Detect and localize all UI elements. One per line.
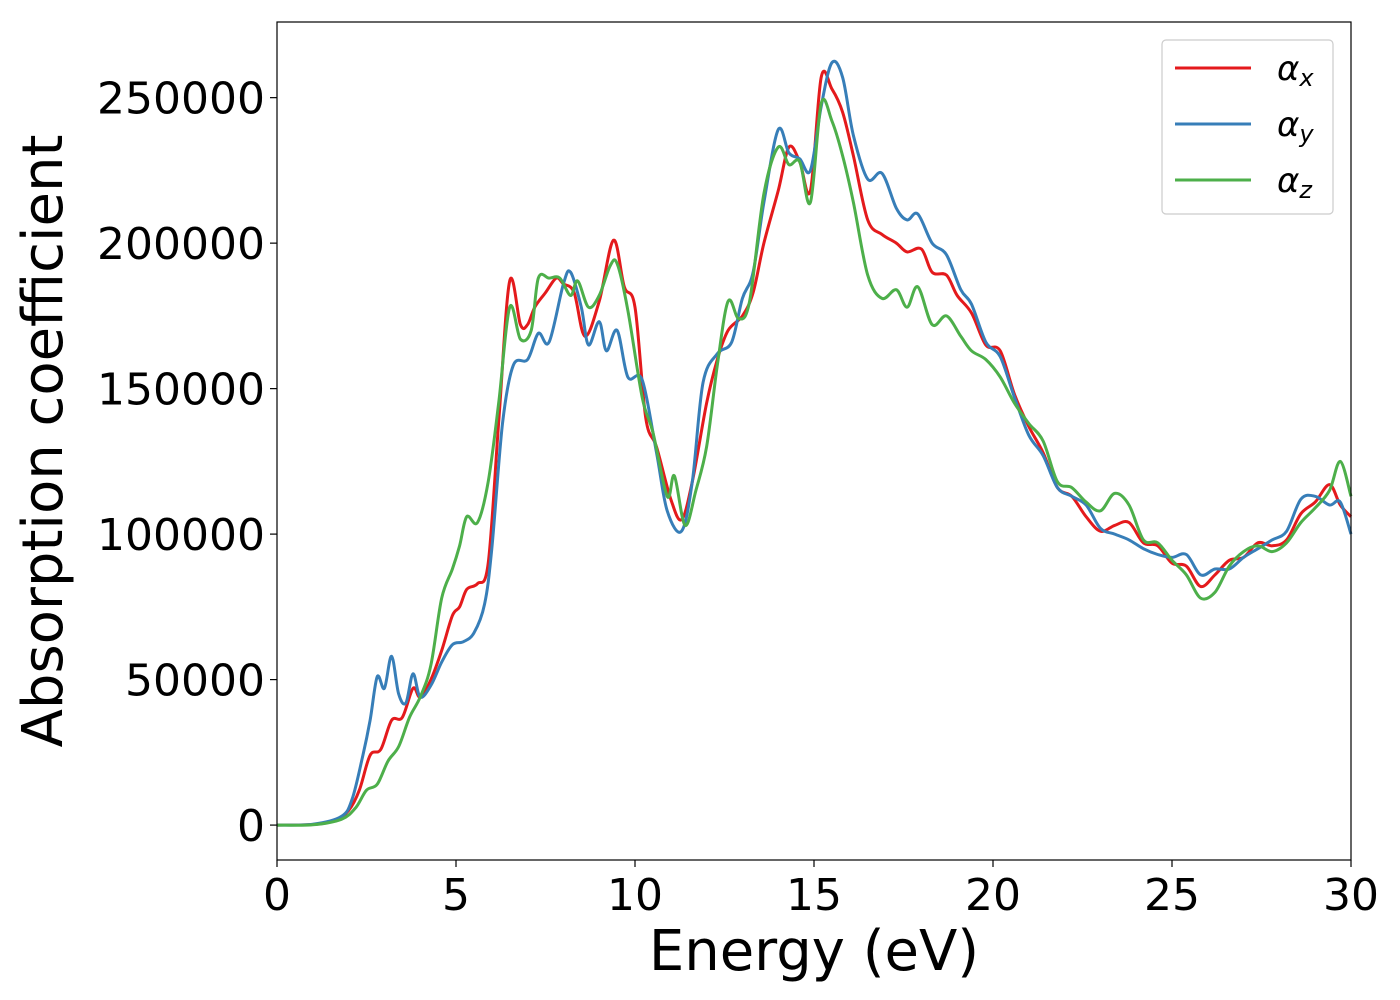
y-tick-label: 0 — [237, 801, 265, 852]
legend-label-y: αy — [1277, 105, 1314, 148]
x-tick-label: 15 — [786, 870, 842, 921]
y-tick-label: 100000 — [97, 510, 265, 561]
x-tick-label: 10 — [607, 870, 663, 921]
tick-layer: 0 5 10 15 20 25 30 0 50000 100000 150000 200000 2500… — [97, 74, 1379, 921]
y-tick-label: 250000 — [97, 74, 265, 125]
series-layer — [276, 59, 1353, 827]
x-tick-label: 30 — [1323, 870, 1379, 921]
x-tick-label: 0 — [263, 870, 291, 921]
y-tick-label: 200000 — [97, 219, 265, 270]
legend-label-x: αx — [1277, 49, 1314, 92]
legend-label-z: αz — [1277, 161, 1313, 204]
y-tick-label: 150000 — [97, 365, 265, 416]
y-tick-label: 50000 — [125, 656, 265, 707]
x-axis-label: Energy (eV) — [649, 919, 979, 984]
x-tick-label: 20 — [965, 870, 1021, 921]
x-tick-label: 25 — [1144, 870, 1200, 921]
x-tick-label: 5 — [442, 870, 470, 921]
legend-box — [1161, 39, 1334, 215]
legend: αx αy αz — [1161, 39, 1334, 215]
series-line-x — [276, 69, 1353, 827]
plot-frame — [276, 21, 1352, 861]
series-line-z — [276, 97, 1353, 827]
y-axis-label: Absorption coefficient — [11, 135, 76, 748]
